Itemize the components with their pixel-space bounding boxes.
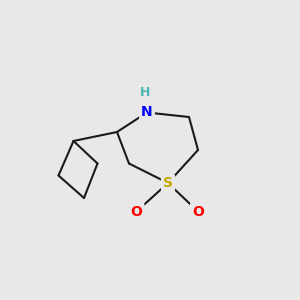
Text: H: H [140, 85, 151, 99]
Text: N: N [141, 106, 153, 119]
Text: S: S [163, 176, 173, 190]
Text: O: O [192, 205, 204, 218]
Text: O: O [130, 205, 142, 218]
